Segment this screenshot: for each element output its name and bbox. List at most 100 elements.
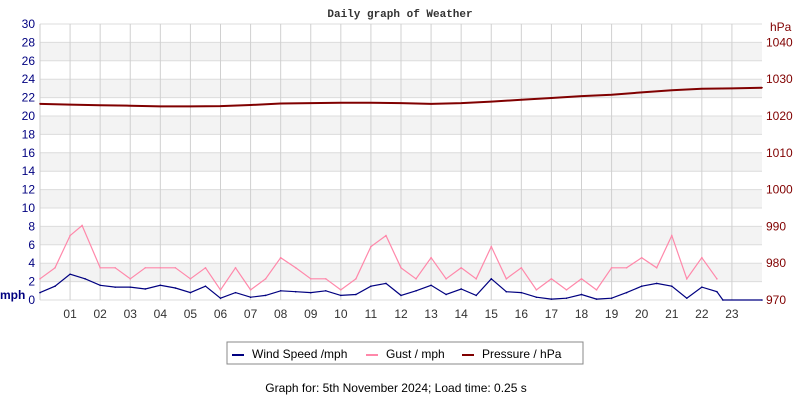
data-point: [249, 289, 252, 291]
data-point: [249, 296, 252, 299]
left-tick-label: 8: [28, 219, 35, 233]
data-point: [99, 104, 101, 107]
legend: [226, 341, 584, 365]
data-point: [69, 103, 71, 106]
left-tick-label: 12: [22, 183, 36, 197]
right-tick-label: 970: [766, 293, 786, 307]
left-tick-label: 24: [22, 72, 36, 86]
data-point: [39, 278, 41, 280]
data-point: [309, 102, 312, 104]
data-point: [114, 286, 117, 288]
data-point: [701, 256, 703, 259]
data-point: [159, 105, 162, 108]
data-point: [129, 104, 132, 107]
data-point: [625, 267, 628, 269]
data-point: [490, 100, 493, 103]
x-tick-label: 06: [214, 307, 228, 321]
left-tick-label: 10: [22, 201, 36, 215]
left-tick-label: 20: [22, 109, 36, 123]
left-tick-label: 14: [22, 164, 36, 178]
data-point: [580, 95, 583, 97]
data-point: [279, 290, 282, 292]
x-tick-label: 14: [454, 307, 468, 321]
x-tick-label: 17: [545, 307, 559, 321]
right-tick-label: 1000: [766, 183, 793, 197]
legend-entry: Gust / mph: [386, 347, 445, 361]
series-line-1: [39, 224, 718, 291]
data-point: [340, 101, 342, 104]
data-point: [340, 289, 342, 291]
data-point: [550, 278, 553, 280]
data-point: [129, 278, 132, 280]
data-point: [610, 297, 613, 299]
data-point: [640, 256, 643, 259]
data-point: [39, 103, 41, 105]
data-point: [81, 224, 83, 227]
data-point: [460, 102, 462, 104]
data-point: [355, 293, 357, 296]
data-point: [610, 267, 613, 269]
left-tick-label: 16: [22, 146, 36, 160]
x-tick-label: 10: [334, 307, 348, 321]
x-tick-label: 09: [304, 307, 318, 321]
left-tick-label: 0: [28, 293, 35, 307]
data-point: [174, 287, 177, 289]
data-point: [159, 267, 162, 269]
data-point: [535, 296, 538, 299]
data-point: [385, 282, 387, 285]
data-point: [731, 87, 733, 90]
x-tick-label: 22: [695, 307, 709, 321]
data-point: [189, 278, 192, 280]
data-point: [400, 294, 402, 297]
data-point: [264, 278, 267, 280]
data-point: [39, 291, 41, 294]
data-point: [445, 278, 447, 280]
data-point: [189, 105, 192, 108]
data-point: [415, 278, 417, 280]
data-point: [99, 284, 101, 287]
data-point: [159, 284, 162, 287]
x-tick-label: 12: [394, 307, 408, 321]
data-point: [505, 278, 508, 280]
data-point: [234, 267, 237, 269]
data-point: [114, 267, 117, 269]
data-point: [385, 234, 387, 237]
right-axis-label: hPa: [770, 20, 792, 34]
data-point: [355, 278, 357, 280]
x-tick-label: 04: [154, 307, 168, 321]
x-tick-label: 07: [244, 307, 258, 321]
data-point: [685, 297, 688, 299]
right-tick-label: 990: [766, 219, 786, 233]
x-tick-label: 05: [184, 307, 198, 321]
data-point: [670, 285, 673, 288]
legend-entry: Pressure / hPa: [482, 347, 562, 361]
data-point: [701, 286, 703, 288]
data-point: [520, 267, 523, 269]
data-point: [580, 293, 583, 296]
x-tick-label: 03: [124, 307, 138, 321]
data-point: [400, 267, 402, 269]
data-point: [460, 267, 462, 269]
data-point: [370, 245, 372, 248]
data-point: [340, 294, 342, 297]
data-point: [279, 256, 282, 259]
data-point: [415, 290, 417, 292]
data-point: [520, 291, 523, 294]
data-point: [430, 256, 432, 259]
x-tick-label: 01: [63, 307, 77, 321]
data-point: [264, 294, 267, 297]
data-point: [701, 87, 703, 90]
data-point: [99, 267, 101, 269]
data-point: [324, 290, 327, 292]
data-point: [204, 267, 207, 269]
data-point: [460, 288, 462, 290]
data-point: [640, 91, 643, 94]
data-point: [520, 99, 523, 101]
left-tick-label: 6: [28, 238, 35, 252]
data-point: [535, 289, 538, 291]
right-tick-label: 1030: [766, 72, 793, 86]
data-point: [324, 278, 327, 280]
left-tick-label: 30: [22, 17, 36, 31]
data-point: [550, 298, 553, 300]
